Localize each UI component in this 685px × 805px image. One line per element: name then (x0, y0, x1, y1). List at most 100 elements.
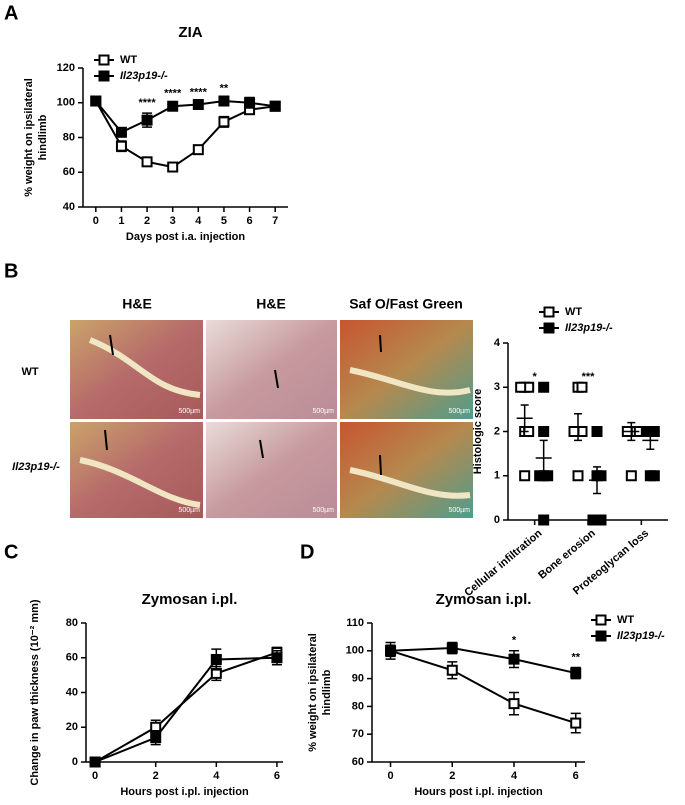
y-axis-label: Histologic score (472, 389, 484, 475)
significance: * (533, 371, 538, 383)
data-point (90, 95, 102, 107)
panel-label: C (4, 541, 18, 563)
scale-bar: 500µm (178, 507, 200, 514)
y-tick-label: 4 (494, 337, 501, 349)
column-title: H&E (256, 296, 286, 312)
data-point (192, 98, 204, 110)
chart-title: ZIA (178, 24, 202, 41)
data-point (210, 653, 222, 665)
histology-image (206, 320, 337, 419)
error-bar (539, 439, 548, 477)
data-point (591, 426, 603, 437)
data-point (115, 140, 127, 152)
tissue-structure (79, 337, 471, 508)
significance: ** (571, 651, 580, 663)
y-axis-label: Change in paw thickness (10⁻² mm) (29, 599, 41, 785)
chart-title: Zymosan i.pl. (142, 591, 238, 608)
data-point (167, 161, 179, 173)
data-point (648, 470, 660, 482)
y-tick-label: 60 (352, 756, 364, 768)
data-point (218, 116, 230, 128)
data-point (625, 470, 637, 482)
x-tick-label: 6 (573, 770, 579, 782)
data-point (570, 717, 582, 729)
data-point (587, 514, 599, 526)
data-point (150, 732, 162, 744)
y-tick-label: 2 (494, 425, 500, 437)
data-point (271, 652, 283, 664)
x-axis-label: Days post i.a. injection (126, 231, 245, 243)
x-tick-label: 0 (93, 215, 99, 227)
data-point (570, 667, 582, 679)
y-axis-label: hindlimb (37, 114, 49, 160)
x-tick-label: 0 (92, 770, 98, 782)
significance: *** (582, 371, 596, 383)
y-tick-label: 60 (66, 652, 78, 664)
significance: * (512, 635, 517, 647)
y-tick-label: 40 (66, 686, 78, 698)
chart-title: Zymosan i.pl. (436, 591, 532, 608)
column-title: Saf O/Fast Green (349, 296, 463, 312)
y-axis-label: % weight on ipsilateral (23, 78, 35, 197)
error-bar (627, 421, 636, 442)
data-point (192, 144, 204, 156)
x-tick-label: Cellular infiltration (462, 527, 544, 599)
legend-marker (543, 306, 555, 318)
y-axis-label: hindlimb (321, 669, 333, 715)
row-label: Il23p19-/- (12, 461, 60, 473)
y-tick-label: 40 (63, 201, 75, 213)
legend-label: WT (617, 614, 634, 626)
y-tick-label: 120 (57, 62, 75, 74)
data-point (508, 653, 520, 665)
x-axis-label: Hours post i.pl. injection (414, 786, 543, 798)
scale-bar: 500µm (448, 408, 470, 415)
significance: **** (139, 97, 157, 109)
data-point (538, 381, 550, 393)
data-point (89, 756, 101, 768)
x-tick-label: 2 (144, 215, 150, 227)
x-tick-label: 7 (272, 215, 278, 227)
data-point (595, 470, 607, 482)
panel-label: A (4, 2, 18, 24)
error-bar (574, 413, 582, 442)
series-line (94, 651, 278, 763)
y-axis-label: % weight on ipsilateral (307, 633, 319, 752)
data-point (141, 114, 153, 126)
data-point (115, 126, 127, 138)
legend-label: WT (120, 54, 137, 66)
y-tick-label: 0 (494, 514, 500, 526)
x-axis-label: Hours post i.pl. injection (120, 786, 249, 798)
data-point (446, 642, 458, 654)
data-point (515, 381, 527, 393)
series-line (390, 649, 577, 725)
panel-label: D (300, 541, 314, 563)
x-tick-label: 6 (274, 770, 280, 782)
y-tick-label: 1 (494, 470, 500, 482)
x-tick-label: 2 (153, 770, 159, 782)
data-point (244, 97, 256, 109)
data-point (568, 426, 580, 437)
y-tick-label: 100 (57, 97, 75, 109)
arrow (104, 334, 382, 476)
histology-image (206, 422, 337, 518)
y-tick-label: 100 (346, 645, 364, 657)
y-tick-label: 70 (352, 728, 364, 740)
data-point (446, 664, 458, 676)
data-point (538, 514, 550, 526)
y-tick-label: 90 (352, 673, 364, 685)
error-bar (593, 466, 601, 495)
histology-images: 500µm 500µm 500µm 500µm 500µm 500µm (70, 320, 473, 518)
x-tick-label: 2 (449, 770, 455, 782)
error-bar (520, 404, 529, 433)
x-tick-label: 1 (118, 215, 124, 227)
significance: **** (190, 87, 208, 99)
x-tick-label: 4 (195, 215, 202, 227)
scale-bar: 500µm (448, 507, 470, 514)
legend-label: WT (565, 306, 582, 318)
y-tick-label: 0 (72, 756, 78, 768)
data-point (519, 470, 531, 482)
panel-label: B (4, 260, 18, 282)
histology-image (340, 320, 473, 419)
legend-marker (98, 54, 110, 66)
legend-marker (98, 70, 110, 82)
